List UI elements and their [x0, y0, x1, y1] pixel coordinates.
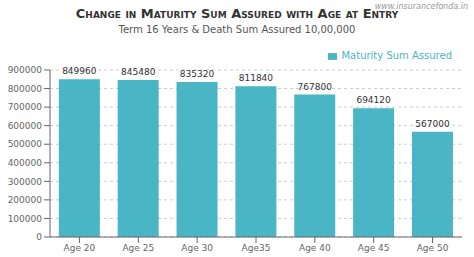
svg-text:300000: 300000: [8, 177, 42, 187]
svg-text:800000: 800000: [8, 84, 42, 94]
html-text:Change in Maturity Sum Assured: Change in Maturity Sum Assured with Age …: [75, 6, 399, 21]
svg-text:845480: 845480: [121, 67, 156, 77]
svg-text:Age 20: Age 20: [64, 243, 96, 253]
svg-text:767800: 767800: [298, 82, 333, 92]
svg-text:Age 25: Age 25: [122, 243, 154, 253]
svg-text:Age 50: Age 50: [417, 243, 449, 253]
svg-text:567000: 567000: [415, 119, 450, 129]
svg-text:849960: 849960: [62, 66, 97, 76]
svg-text:0: 0: [36, 232, 42, 242]
svg-text:400000: 400000: [8, 158, 42, 168]
svg-text:100000: 100000: [8, 214, 42, 224]
html-text:www.insurancefonda.in: www.insurancefonda.in: [374, 2, 468, 11]
svg-text:600000: 600000: [8, 121, 42, 131]
svg-text:900000: 900000: [8, 65, 42, 75]
svg-text:Age35: Age35: [242, 243, 271, 253]
svg-text:Age 40: Age 40: [299, 243, 331, 253]
svg-text:Age 30: Age 30: [181, 243, 213, 253]
html-text:Term 16 Years & Death Sum Assu: Term 16 Years & Death Sum Assured 10,00,…: [118, 24, 356, 35]
svg-text:700000: 700000: [8, 102, 42, 112]
html-text:Maturity Sum Assured: Maturity Sum Assured: [341, 50, 452, 61]
svg-text:500000: 500000: [8, 139, 42, 149]
svg-text:835320: 835320: [180, 69, 215, 79]
svg-text:694120: 694120: [356, 95, 391, 105]
svg-text:Age 45: Age 45: [358, 243, 390, 253]
svg-text:811840: 811840: [239, 73, 274, 83]
svg-text:200000: 200000: [8, 195, 42, 205]
